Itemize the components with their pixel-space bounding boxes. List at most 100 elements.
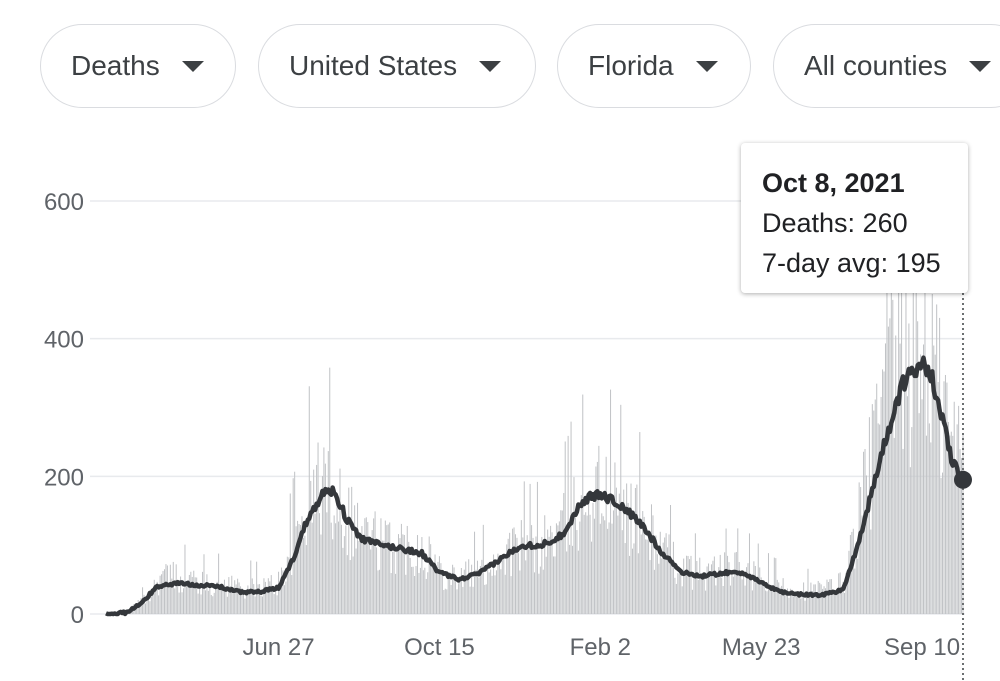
- deaths-bar: [275, 584, 277, 614]
- deaths-bar: [580, 495, 582, 614]
- deaths-bar: [579, 521, 581, 614]
- seven-day-avg-line: [105, 355, 965, 617]
- deaths-bar: [202, 571, 204, 614]
- deaths-bar: [185, 586, 187, 614]
- caret-down-icon: [695, 60, 718, 72]
- deaths-bar: [390, 573, 392, 614]
- deaths-bar: [640, 534, 642, 614]
- deaths-bar: [330, 522, 332, 614]
- deaths-bar: [326, 512, 328, 614]
- deaths-bar: [861, 515, 863, 614]
- deaths-bar: [161, 574, 163, 614]
- deaths-bar: [200, 594, 202, 614]
- deaths-bar: [615, 487, 617, 614]
- deaths-bar: [804, 600, 806, 614]
- deaths-bar: [760, 577, 762, 614]
- deaths-bar: [288, 557, 290, 614]
- deaths-bar: [665, 533, 667, 614]
- deaths-bar: [348, 487, 350, 614]
- deaths-bar: [835, 591, 837, 614]
- deaths-bar: [769, 588, 771, 614]
- deaths-bar: [653, 569, 655, 614]
- deaths-bar: [221, 586, 223, 614]
- deaths-bar: [949, 435, 951, 614]
- deaths-bar: [453, 567, 455, 614]
- deaths-bar: [820, 584, 822, 614]
- deaths-bar: [550, 525, 552, 614]
- deaths-bar: [794, 595, 796, 614]
- deaths-bar: [257, 584, 259, 614]
- deaths-bar: [721, 577, 723, 614]
- tooltip-deaths: Deaths: 260: [762, 208, 908, 238]
- deaths-bar: [650, 504, 652, 614]
- deaths-bar: [153, 579, 155, 614]
- deaths-bar: [699, 557, 701, 614]
- deaths-bar: [405, 574, 407, 614]
- deaths-bar: [646, 539, 648, 614]
- deaths-bar: [803, 582, 805, 614]
- deaths-bar: [535, 536, 537, 614]
- deaths-bar: [715, 585, 717, 614]
- deaths-bar: [624, 543, 626, 614]
- deaths-bar: [906, 396, 908, 614]
- deaths-bar: [596, 461, 598, 614]
- deaths-bar: [516, 537, 518, 614]
- deaths-bar: [280, 567, 282, 614]
- deaths-bar: [261, 596, 263, 614]
- county-dropdown[interactable]: All counties: [773, 24, 1000, 108]
- state-dropdown[interactable]: Florida: [557, 24, 751, 108]
- deaths-bar: [560, 510, 562, 614]
- deaths-bar: [712, 560, 714, 614]
- deaths-bar: [457, 583, 459, 614]
- deaths-bar: [269, 581, 271, 614]
- deaths-bar: [687, 555, 689, 614]
- deaths-bar: [947, 421, 949, 614]
- deaths-bar: [706, 566, 708, 614]
- deaths-bar: [443, 590, 445, 614]
- deaths-bar: [320, 534, 322, 614]
- deaths-bar: [605, 456, 607, 614]
- deaths-bar: [494, 575, 496, 614]
- deaths-bar: [438, 556, 440, 614]
- deaths-bar: [930, 442, 932, 614]
- deaths-bar: [510, 576, 512, 614]
- deaths-bar: [729, 585, 731, 614]
- deaths-bar: [776, 579, 778, 614]
- deaths-bar: [939, 317, 941, 614]
- hover-point: [954, 470, 972, 489]
- deaths-bar: [147, 592, 149, 614]
- deaths-bar: [427, 572, 429, 614]
- deaths-bar: [190, 571, 192, 614]
- deaths-bar: [152, 588, 154, 614]
- deaths-bar: [479, 566, 481, 614]
- deaths-bar: [940, 477, 942, 614]
- deaths-bar: [471, 564, 473, 614]
- y-tick-label: 200: [44, 464, 84, 491]
- deaths-bar: [788, 597, 790, 614]
- deaths-bar: [481, 559, 483, 614]
- deaths-bar: [495, 570, 497, 614]
- deaths-bar: [430, 544, 432, 614]
- deaths-bar: [825, 588, 827, 614]
- deaths-bar: [642, 511, 644, 614]
- deaths-bar: [617, 515, 619, 614]
- deaths-bar: [731, 574, 733, 614]
- deaths-bar: [276, 595, 278, 614]
- deaths-bar: [923, 344, 925, 614]
- deaths-bar: [251, 578, 253, 614]
- deaths-bar: [248, 591, 250, 614]
- deaths-bar: [525, 560, 527, 614]
- metric-dropdown[interactable]: Deaths: [40, 24, 236, 108]
- deaths-bar: [631, 548, 633, 614]
- deaths-bar: [324, 463, 326, 614]
- deaths-bar: [216, 581, 218, 614]
- deaths-bar: [882, 369, 884, 614]
- x-axis-labels: Jun 27 Oct 15 Feb 2 May 23 Sep 10: [243, 634, 961, 661]
- deaths-bar: [403, 534, 405, 614]
- deaths-bar: [784, 590, 786, 614]
- deaths-bar: [501, 556, 503, 614]
- country-dropdown[interactable]: United States: [258, 24, 536, 108]
- deaths-bar: [313, 469, 315, 614]
- deaths-bar: [304, 535, 306, 614]
